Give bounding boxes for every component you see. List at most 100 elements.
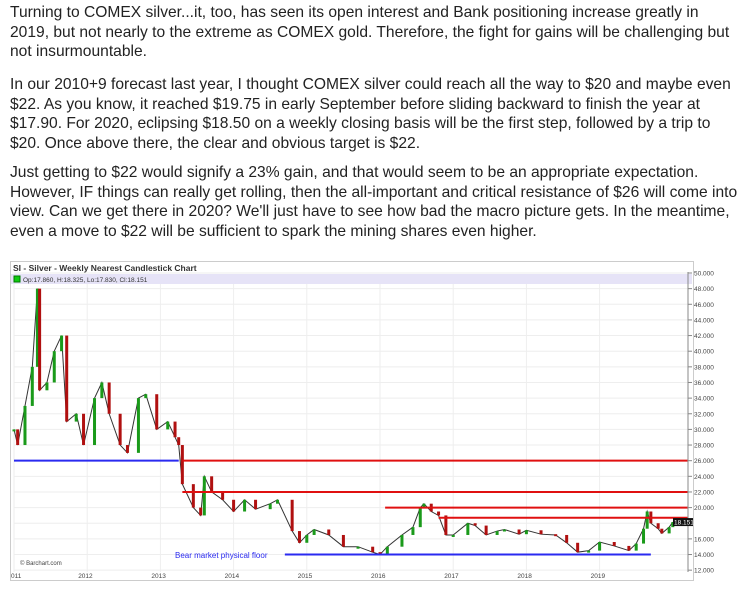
y-tick-label: 30.000	[694, 427, 714, 434]
last-price-box	[673, 518, 693, 527]
x-tick-label: 2017	[444, 573, 459, 580]
paragraph-silver-intro: Turning to COMEX silver...it, too, has s…	[10, 4, 730, 60]
candle	[30, 366, 34, 406]
candle	[297, 531, 301, 543]
candle	[38, 288, 42, 391]
y-tick-label: 40.000	[694, 349, 714, 356]
candle	[118, 413, 122, 446]
candle	[155, 394, 159, 430]
y-tick-label: 16.000	[694, 536, 714, 543]
candle	[52, 351, 56, 383]
candle	[191, 484, 195, 508]
ohlc-bar	[11, 274, 692, 284]
candle	[45, 382, 49, 391]
candle	[400, 534, 404, 547]
candle	[565, 534, 569, 543]
candle	[12, 429, 16, 432]
candle	[341, 534, 345, 547]
candle	[576, 542, 580, 553]
y-tick-label: 32.000	[694, 411, 714, 418]
candle	[371, 546, 375, 553]
candle	[125, 445, 129, 453]
paragraph-forecast: In our 2010+9 forecast last year, I thou…	[10, 76, 731, 152]
x-tick-label: 011	[11, 573, 22, 580]
x-tick-label: 2013	[151, 573, 166, 580]
candle	[16, 429, 20, 446]
x-tick-label: 2019	[591, 573, 606, 580]
y-tick-label: 34.000	[694, 396, 714, 403]
candle	[232, 499, 236, 512]
candle	[660, 528, 664, 534]
candle	[587, 550, 591, 553]
candle	[254, 499, 258, 510]
y-tick-label: 24.000	[694, 474, 714, 481]
chart-title: SI - Silver - Weekly Nearest Candlestick…	[13, 263, 197, 273]
candle	[634, 543, 638, 551]
candle	[35, 288, 39, 367]
candle	[378, 552, 382, 555]
y-tick-label: 28.000	[694, 443, 714, 450]
candle	[290, 499, 294, 532]
candle	[495, 531, 499, 535]
candle	[327, 529, 331, 535]
candle	[144, 394, 148, 399]
candle	[136, 398, 140, 453]
y-tick-label: 48.000	[694, 286, 714, 293]
candle	[356, 546, 360, 549]
candle	[598, 542, 602, 551]
y-tick-label: 12.000	[694, 568, 714, 575]
candle	[517, 529, 521, 535]
candle	[210, 476, 214, 492]
candle	[107, 382, 111, 414]
candle	[484, 525, 488, 535]
candle	[268, 503, 272, 510]
candle	[312, 529, 316, 535]
candle	[671, 522, 675, 528]
candle	[656, 523, 660, 529]
y-tick-label: 42.000	[694, 333, 714, 340]
candle	[667, 527, 671, 534]
y-tick-label: 36.000	[694, 380, 714, 387]
y-tick-label: 38.000	[694, 364, 714, 371]
candle	[60, 335, 64, 352]
candle	[221, 491, 225, 500]
y-tick-label: 22.000	[694, 489, 714, 496]
legend-swatch	[13, 275, 21, 283]
y-tick-label: 20.000	[694, 505, 714, 512]
candle	[243, 499, 247, 512]
candle	[554, 534, 558, 537]
candle	[74, 413, 78, 422]
y-tick-label: 14.000	[694, 552, 714, 559]
candle	[100, 382, 104, 399]
x-tick-label: 2012	[78, 573, 93, 580]
candle	[202, 476, 206, 516]
candle	[473, 523, 477, 526]
bear-market-label: Bear market physical floor	[175, 551, 268, 560]
candle	[65, 335, 69, 422]
candle	[166, 421, 170, 430]
barchart-credit: © Barchart.com	[20, 560, 62, 567]
candle	[173, 421, 177, 438]
candle	[82, 413, 86, 446]
y-tick-label: 26.000	[694, 458, 714, 465]
x-tick-label: 2018	[517, 573, 532, 580]
candle	[451, 534, 455, 537]
candle	[466, 523, 470, 535]
candle	[305, 534, 309, 543]
candle	[276, 499, 280, 504]
x-tick-label: 2016	[371, 573, 386, 580]
candle	[418, 507, 422, 528]
y-tick-label: 46.000	[694, 302, 714, 309]
ohlc-label: Op:17.860, H:18.325, Lo:17.830, Cl:18.15…	[23, 277, 148, 284]
paragraph-target: Just getting to $22 would signify a 23% …	[10, 164, 738, 240]
candle	[645, 511, 649, 529]
x-tick-label: 2014	[225, 573, 240, 580]
candle	[444, 515, 448, 535]
candle	[199, 507, 203, 516]
silver-chart	[10, 261, 694, 581]
y-tick-label: 50.000	[694, 271, 714, 278]
candle	[437, 511, 441, 516]
y-tick-label: 44.000	[694, 317, 714, 324]
candle	[642, 528, 646, 544]
